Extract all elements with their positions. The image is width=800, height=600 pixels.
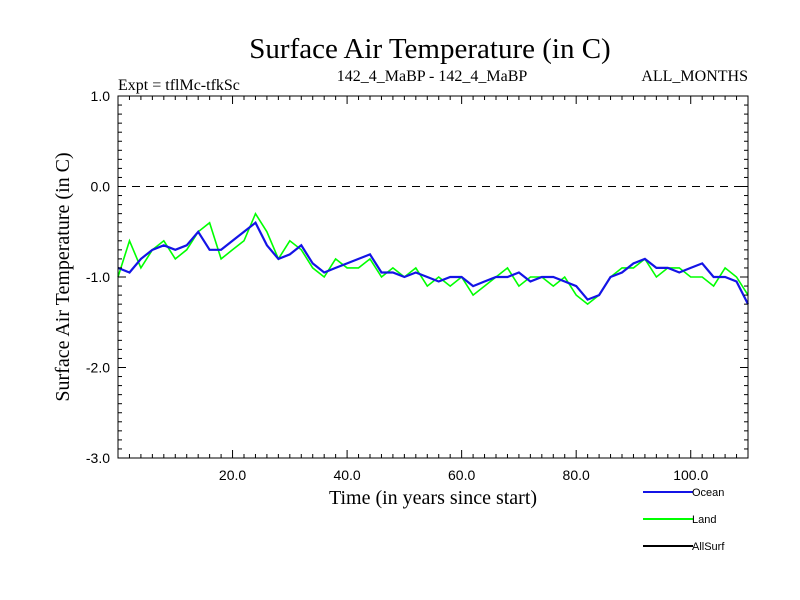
series-layer: [117, 211, 749, 306]
x-tick-label: 60.0: [448, 467, 475, 483]
subtitle-left: Expt = tflMc-tfkSc: [118, 77, 240, 94]
series-line-land: [117, 211, 749, 306]
legend-label-ocean: Ocean: [692, 487, 724, 499]
y-axis-label: Surface Air Temperature (in C): [52, 152, 74, 401]
plot-frame: [117, 95, 749, 459]
subtitle-right: ALL_MONTHS: [641, 68, 748, 85]
y-tick-label: -1.0: [86, 269, 110, 285]
legend: Ocean Land AllSurf: [643, 487, 725, 553]
legend-label-land: Land: [692, 514, 716, 526]
y-tick-label: 0.0: [91, 179, 111, 195]
subtitle-center: 142_4_MaBP - 142_4_MaBP: [337, 68, 528, 85]
series-line-ocean: [117, 221, 749, 305]
x-tick-label: 20.0: [219, 467, 246, 483]
x-tick-label: 40.0: [333, 467, 360, 483]
y-tick-label: -3.0: [86, 450, 110, 466]
y-tick-label: -2.0: [86, 360, 110, 376]
axis-ticks: 20.0 40.0 60.0 80.0 100.0 1.0 0.0 -1.0 -2.0 -3.0: [86, 88, 749, 483]
y-tick-label: 1.0: [91, 88, 111, 104]
x-tick-label: 80.0: [563, 467, 590, 483]
x-axis-label: Time (in years since start): [329, 487, 537, 509]
x-tick-label: 100.0: [673, 467, 708, 483]
legend-label-allsurf: AllSurf: [692, 541, 725, 553]
chart-title: Surface Air Temperature (in C): [249, 33, 610, 65]
